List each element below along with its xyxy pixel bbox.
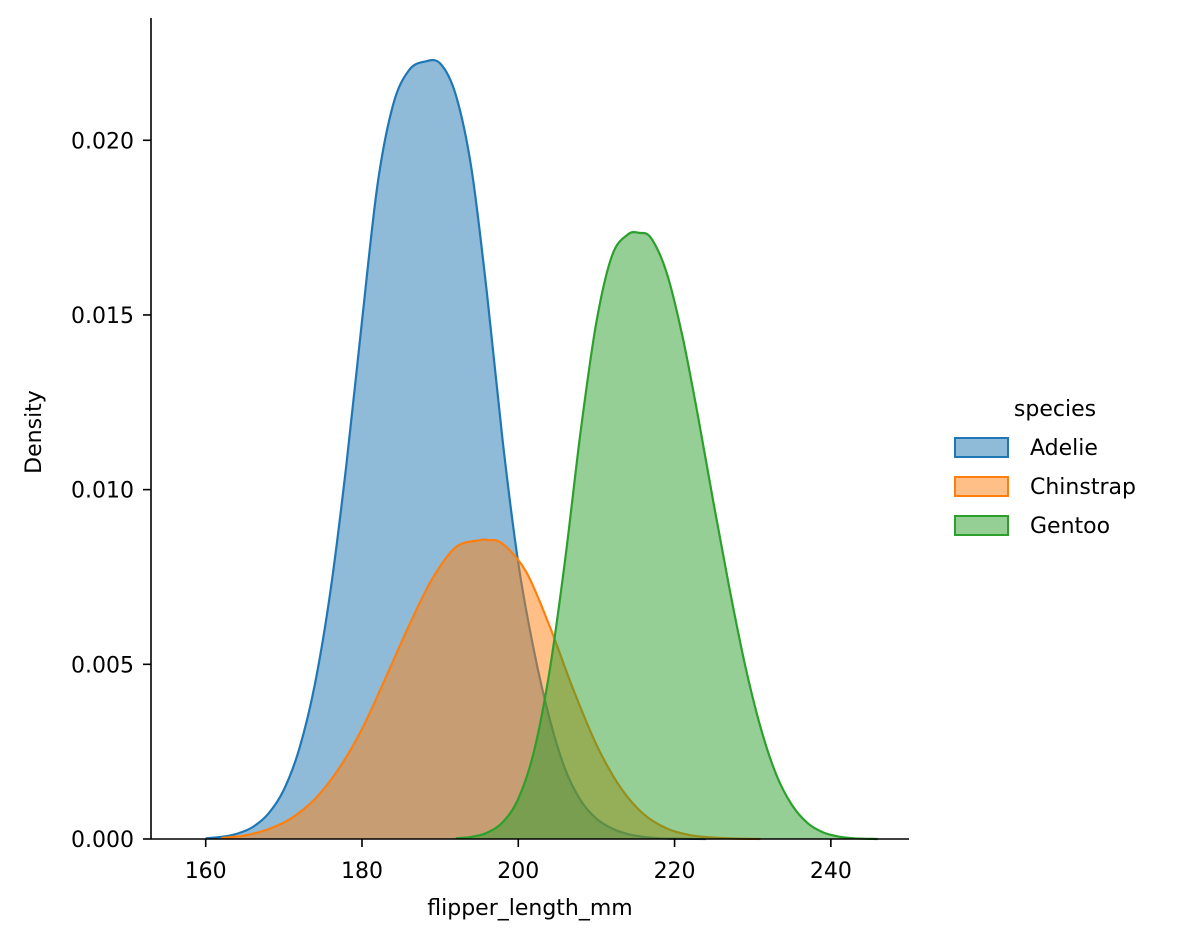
gentoo-density-area xyxy=(455,232,878,840)
y-axis-label: Density xyxy=(22,390,47,474)
x-tick-label: 200 xyxy=(497,859,539,884)
chinstrap-legend-label: Chinstrap xyxy=(1030,475,1136,500)
y-tick-label: 0.010 xyxy=(71,479,134,504)
chinstrap-legend-swatch xyxy=(954,476,1009,497)
legend-title: species xyxy=(1014,397,1096,422)
x-tick-label: 220 xyxy=(654,859,696,884)
series-layer xyxy=(205,58,878,841)
x-axis-label: flipper_length_mm xyxy=(427,896,632,921)
y-ticks: 0.000 0.005 0.010 0.015 0.020 xyxy=(71,129,151,853)
axes-layer: 160 180 200 220 240 0.000 0.005 0.010 0.015 0.02… xyxy=(22,18,909,921)
adelie-legend-label: Adelie xyxy=(1030,436,1098,461)
gentoo-density-line xyxy=(455,230,878,841)
y-tick-label: 0.000 xyxy=(71,828,134,853)
legend: species Adelie Chinstrap Gentoo xyxy=(954,397,1136,539)
x-tick-label: 180 xyxy=(341,859,383,884)
gentoo-legend-swatch xyxy=(954,515,1009,536)
x-ticks: 160 180 200 220 240 xyxy=(185,839,852,884)
y-tick-label: 0.015 xyxy=(71,304,134,329)
x-tick-label: 160 xyxy=(185,859,227,884)
adelie-legend-swatch xyxy=(954,437,1009,458)
gentoo-legend-label: Gentoo xyxy=(1030,514,1110,539)
legend-items: Adelie Chinstrap Gentoo xyxy=(954,436,1136,539)
adelie-density-area xyxy=(205,60,706,840)
x-tick-label: 240 xyxy=(810,859,852,884)
y-tick-label: 0.005 xyxy=(71,653,134,678)
chinstrap-density-area xyxy=(221,539,761,839)
y-tick-label: 0.020 xyxy=(71,129,134,154)
